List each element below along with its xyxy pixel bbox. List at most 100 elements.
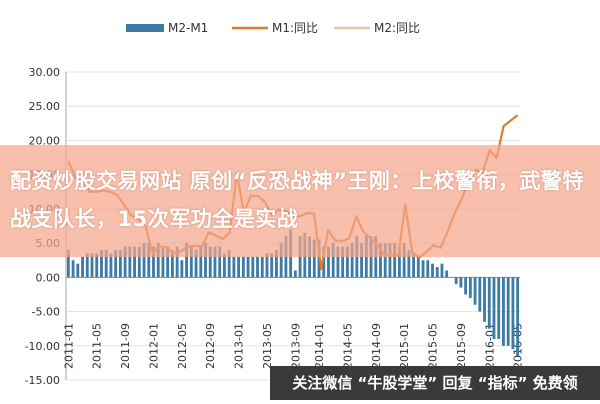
bar [237,256,241,278]
headline-banner [0,145,600,257]
bar [397,246,401,278]
bar [204,243,207,278]
bar [156,243,160,278]
bar [416,256,420,278]
bar [426,260,430,278]
bar [265,253,269,278]
bar [435,267,439,278]
bar [147,243,151,278]
bar [123,246,127,278]
bar [227,249,231,278]
bar [468,277,472,298]
x-tick-label: 2012-05 [176,323,189,369]
bar [464,277,468,295]
legend-label-m1-yoy: M1:同比 [272,21,318,35]
bar [218,246,222,278]
x-tick-label: 2011-01 [62,323,75,369]
bar [137,246,141,278]
bar [350,243,354,278]
x-tick-label: 2013-09 [289,323,302,369]
y-tick-label: 30.00 [29,66,61,79]
bar [81,256,84,278]
y-tick-label: -15.00 [25,374,60,387]
bar [104,249,108,278]
bar [293,270,297,278]
bar [170,249,174,278]
y-tick-label: -10.00 [25,340,60,353]
bar [312,239,316,278]
bar [241,256,245,278]
bar [213,246,217,278]
bar [440,263,444,278]
bar [483,277,486,322]
bar [246,256,250,278]
bar [331,243,335,278]
bar [445,270,449,278]
bar [506,277,510,346]
bar [478,277,482,312]
x-axis: 2011-01 2011-05 2011-09 2012-01 2012-05 2012-… [62,323,524,369]
bar [185,243,189,278]
bar [379,243,382,278]
bar [388,243,392,278]
bar [502,277,505,346]
x-tick-label: 2011-05 [91,323,104,369]
bar [270,253,274,278]
bar [109,253,113,278]
bar [100,249,103,278]
y-tick-label: 20.00 [29,134,61,147]
chart-legend: M2-M1 M1:同比 M2:同比 [126,21,420,35]
y-tick-label: 0.00 [36,271,61,284]
headline-text[interactable]: 配资炒股交易网站 原创“反恐战神”王刚：上校警衔，武警特战支队长，15次军功全是… [10,169,584,231]
bar [128,246,132,278]
bar [454,277,458,285]
bar [133,246,136,278]
x-tick-label: 2015-09 [455,323,468,369]
bar [473,277,477,305]
bar [360,243,363,278]
y-tick-label: -5.00 [32,306,60,319]
bar [166,246,170,278]
bar [393,243,397,278]
bar [256,256,259,278]
bar [412,253,416,278]
bar [208,246,212,278]
x-tick-label: 2015-05 [427,323,440,369]
bar [232,256,236,278]
bar [175,246,179,278]
bar [431,263,434,278]
bar [487,277,491,329]
bar [492,277,496,339]
x-tick-label: 2013-01 [233,323,246,369]
x-tick-label: 2015-01 [398,323,411,369]
bar [275,249,278,278]
x-tick-label: 2011-09 [119,323,132,369]
bar [327,246,330,278]
bar [383,243,387,278]
bar [421,260,425,278]
bar [223,253,226,278]
bar [336,246,340,278]
bar [199,246,203,278]
watermark-bar: 关注微信 “牛股学堂” 回复 “指标” 免费领 [270,366,600,400]
bar [511,277,515,350]
bar [85,253,89,278]
bar [459,277,463,288]
bar [189,246,193,278]
bar [516,277,520,357]
bar [161,246,165,278]
bar [142,243,146,278]
bar [341,246,345,278]
legend-label-m2-m1: M2-M1 [168,21,208,35]
x-tick-label: 2012-01 [147,323,160,369]
bar [114,249,118,278]
x-tick-label: 2014-09 [370,323,383,369]
x-tick-label: 2014-01 [313,323,326,369]
bar [76,263,80,278]
x-tick-label: 2013-05 [261,323,274,369]
bar [194,249,198,278]
bar [71,260,75,278]
bar [66,249,70,278]
bar [322,246,326,278]
bar [345,246,349,278]
